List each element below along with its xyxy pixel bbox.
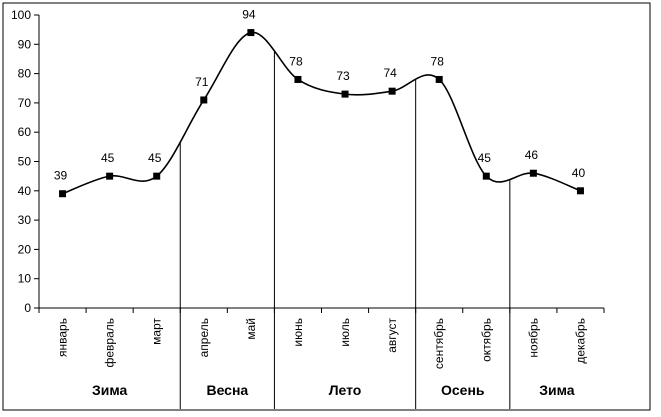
season-label: Осень: [441, 382, 485, 398]
season-label: Весна: [206, 382, 248, 398]
season-label: Лето: [329, 382, 362, 398]
y-tick-label: 80: [18, 67, 32, 81]
x-tick-label: апрель: [197, 318, 211, 357]
x-tick-label: август: [385, 318, 399, 353]
y-tick-label: 20: [18, 242, 32, 256]
data-label: 45: [101, 151, 115, 165]
y-tick-label: 50: [18, 155, 32, 169]
data-label: 45: [148, 151, 162, 165]
x-tick-label: июнь: [291, 318, 305, 347]
chart-frame: [2, 2, 651, 411]
data-label: 46: [525, 148, 539, 162]
data-point: [341, 90, 349, 98]
data-label: 78: [431, 54, 445, 68]
x-tick-label: октябрь: [479, 318, 493, 362]
markers-group: [59, 29, 584, 198]
x-tick-label: декабрь: [573, 318, 587, 364]
y-tick-label: 10: [18, 272, 32, 286]
data-point: [106, 172, 114, 180]
season-label: Зима: [539, 382, 575, 398]
y-tick-label: 90: [18, 37, 32, 51]
y-tick-label: 100: [11, 8, 31, 22]
data-point: [59, 190, 67, 198]
axes: 0 10 20 30 40 50 60 70 80 90 100: [11, 8, 605, 409]
x-tick-labels-group: январь февраль март апрель май июнь июль август…: [56, 318, 588, 370]
y-tick-label: 70: [18, 96, 32, 110]
data-label: 40: [572, 166, 586, 180]
y-tick-label: 60: [18, 125, 32, 139]
x-tick-label: март: [150, 318, 164, 345]
x-tick-label: февраль: [103, 318, 117, 368]
data-label: 45: [478, 151, 492, 165]
data-label: 78: [289, 54, 303, 68]
x-tick-label: сентябрь: [432, 318, 446, 369]
data-point: [529, 169, 537, 177]
data-label: 71: [195, 75, 209, 89]
data-label: 94: [242, 8, 256, 22]
data-point: [294, 75, 302, 83]
data-label: 73: [336, 69, 350, 83]
data-point: [153, 172, 161, 180]
data-point: [247, 29, 255, 37]
x-tick-label: январь: [56, 318, 70, 357]
data-point: [435, 75, 443, 83]
x-tick-label: ноябрь: [526, 318, 540, 358]
data-labels-group: 39 45 45 71 94 78 73 74 78 45 46 40: [54, 8, 586, 183]
x-tick-label: май: [244, 318, 258, 340]
data-point: [576, 187, 584, 195]
x-tick-label: июль: [338, 318, 352, 347]
y-tick-label: 40: [18, 184, 32, 198]
y-tick-label: 0: [24, 301, 31, 315]
y-tick-label: 30: [18, 213, 32, 227]
season-label: Зима: [92, 382, 128, 398]
data-label: 74: [383, 66, 397, 80]
data-point: [482, 172, 490, 180]
data-point: [200, 96, 208, 104]
season-labels-group: Зима Весна Лето Осень Зима: [92, 382, 575, 398]
data-label: 39: [54, 169, 68, 183]
data-point: [388, 87, 396, 95]
